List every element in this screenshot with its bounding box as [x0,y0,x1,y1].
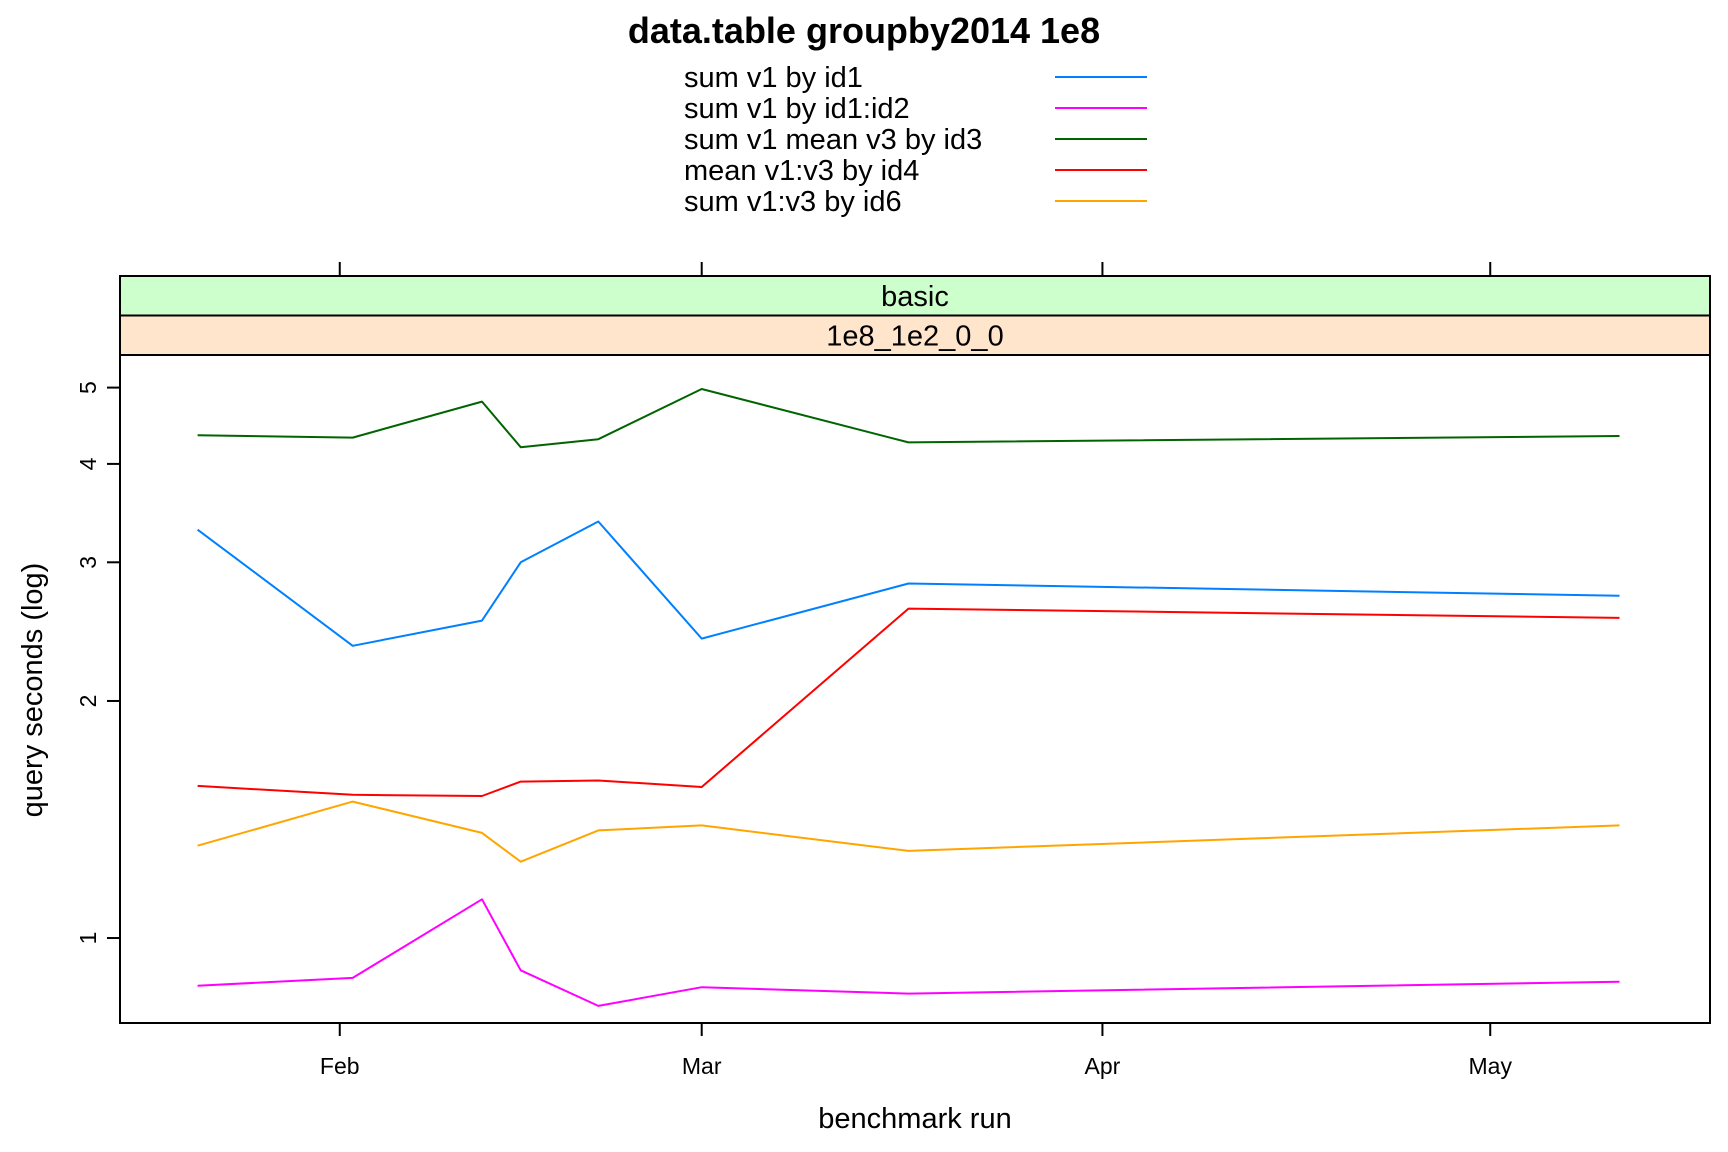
series-line-0 [197,520,1620,647]
chart-title: data.table groupby2014 1e8 [628,10,1100,51]
strip-0 [119,275,1711,317]
y-axis-label: query seconds (log) [17,563,49,818]
strip-label-0: basic [881,281,949,313]
series-line-4 [197,800,1620,863]
y-tick-label-4: 5 [75,381,101,394]
series-lines [197,388,1620,1007]
y-tick-label-0: 1 [75,932,101,945]
x-tick-label-1: Mar [682,1053,722,1079]
series-line-3 [197,607,1620,797]
legend-label-1: sum v1 by id1:id2 [684,93,910,125]
y-tick-label-3: 4 [75,457,101,470]
x-tick-label-0: Feb [320,1053,360,1079]
y-tick-label-1: 2 [75,695,101,708]
x-axis-label: benchmark run [818,1103,1011,1135]
legend-label-0: sum v1 by id1 [684,62,863,94]
legend-label-3: mean v1:v3 by id4 [684,155,919,187]
series-line-2 [197,388,1620,449]
y-tick-label-2: 3 [75,556,101,569]
panel-strips: basic 1e8_1e2_0_0 [119,275,1711,356]
x-tick-label-3: May [1469,1053,1513,1079]
x-axis: Feb Mar Apr May [320,1023,1513,1079]
legend-label-2: sum v1 mean v3 by id3 [684,124,982,156]
top-x-ticks [338,262,1492,276]
x-tick-label-2: Apr [1085,1053,1121,1079]
strip-label-1: 1e8_1e2_0_0 [826,321,1003,353]
y-axis: 1 2 3 4 5 [75,381,120,944]
series-line-1 [197,898,1620,1007]
legend-label-4: sum v1:v3 by id6 [684,186,902,218]
plot-area [119,354,1711,1024]
